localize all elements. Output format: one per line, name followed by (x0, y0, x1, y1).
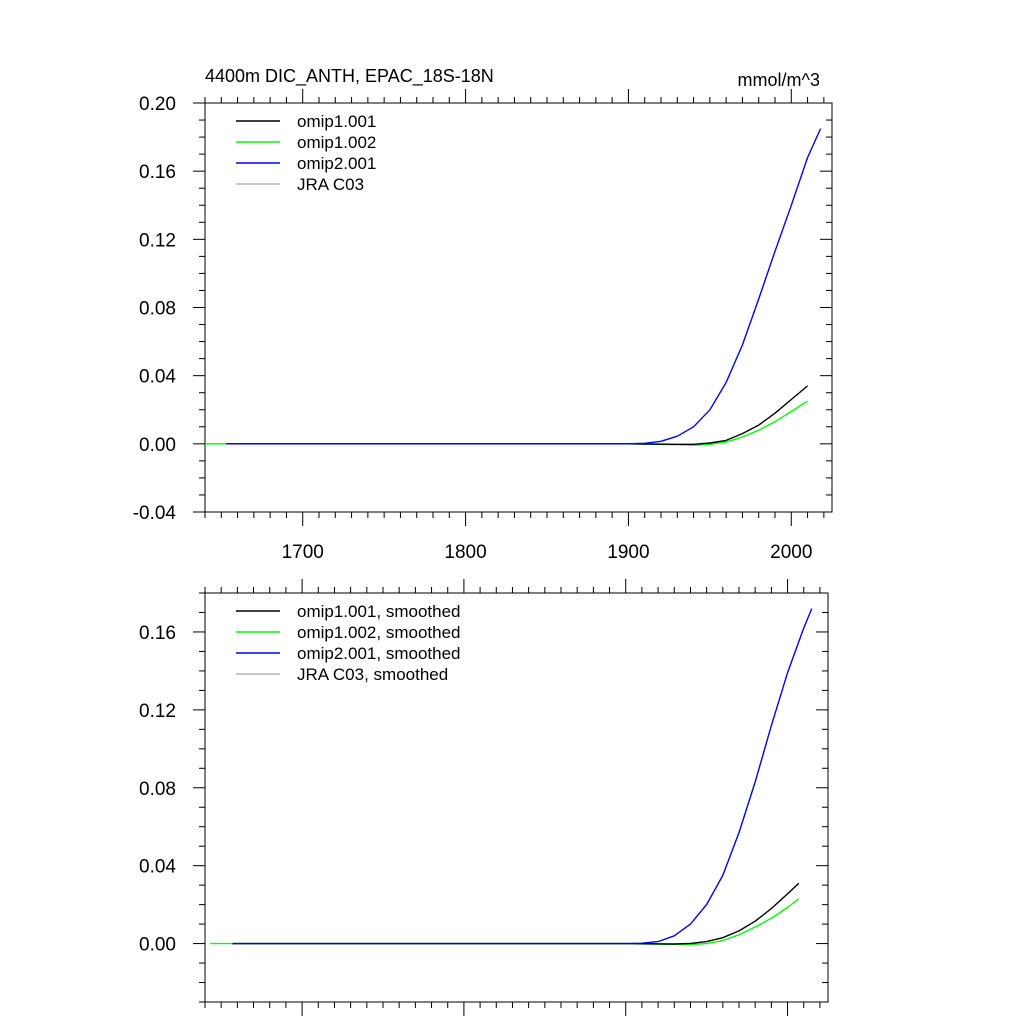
x-tick-label: 1900 (607, 542, 649, 563)
series-group-bottom (209, 608, 813, 946)
series-group-top (205, 128, 822, 446)
legend-label: omip1.001, smoothed (297, 602, 461, 621)
series-line (226, 385, 809, 445)
y-tick-label: 0.20 (139, 94, 176, 115)
y-tick-label: 0.08 (139, 779, 176, 800)
axis-ticks-top: 1700 1800 1900 2000 -0.04 0.00 0.04 0.08 0.12 0.1… (133, 89, 832, 563)
series-line (205, 400, 808, 446)
panel-top: 4400m DIC_ANTH, EPAC_18S-18N mmol/m^3 17… (133, 66, 833, 563)
series-line (226, 128, 822, 445)
y-tick-label: 0.00 (139, 435, 176, 456)
chart-title: 4400m DIC_ANTH, EPAC_18S-18N (205, 66, 494, 87)
y-tick-label: 0.00 (139, 935, 176, 956)
legend-label: omip2.001 (297, 154, 376, 173)
legend-label: omip2.001, smoothed (297, 644, 461, 663)
series-line (209, 898, 800, 946)
legend-bottom: omip1.001, smoothed omip1.002, smoothed om… (236, 602, 461, 684)
legend-label: JRA C03, smoothed (297, 665, 448, 684)
y-tick-label: 0.12 (139, 701, 176, 722)
chart-units: mmol/m^3 (738, 70, 820, 90)
y-tick-label: 0.04 (139, 857, 176, 878)
y-tick-label: -0.04 (133, 503, 177, 524)
legend-label: omip1.001 (297, 112, 376, 131)
plot-area-bottom (204, 592, 829, 1003)
y-tick-label: 0.12 (139, 230, 176, 251)
y-tick-label: 0.16 (139, 162, 176, 183)
series-line (232, 608, 813, 945)
y-tick-label: 0.08 (139, 299, 176, 320)
legend-label: omip1.002 (297, 133, 376, 152)
y-tick-label: 0.04 (139, 367, 176, 388)
x-tick-label: 2000 (770, 542, 812, 563)
x-tick-label: 1700 (282, 542, 324, 563)
x-tick-label: 1800 (444, 542, 486, 563)
legend-label: JRA C03 (297, 175, 364, 194)
legend-top: omip1.001 omip1.002 omip2.001 JRA C03 (236, 112, 376, 194)
y-tick-label: 0.16 (139, 623, 176, 644)
panel-bottom: 0.00 0.04 0.08 0.12 0.16 omip1.001, smoothed… (139, 579, 829, 1016)
axis-ticks-bottom: 0.00 0.04 0.08 0.12 0.16 (139, 579, 828, 1016)
legend-label: omip1.002, smoothed (297, 623, 461, 642)
